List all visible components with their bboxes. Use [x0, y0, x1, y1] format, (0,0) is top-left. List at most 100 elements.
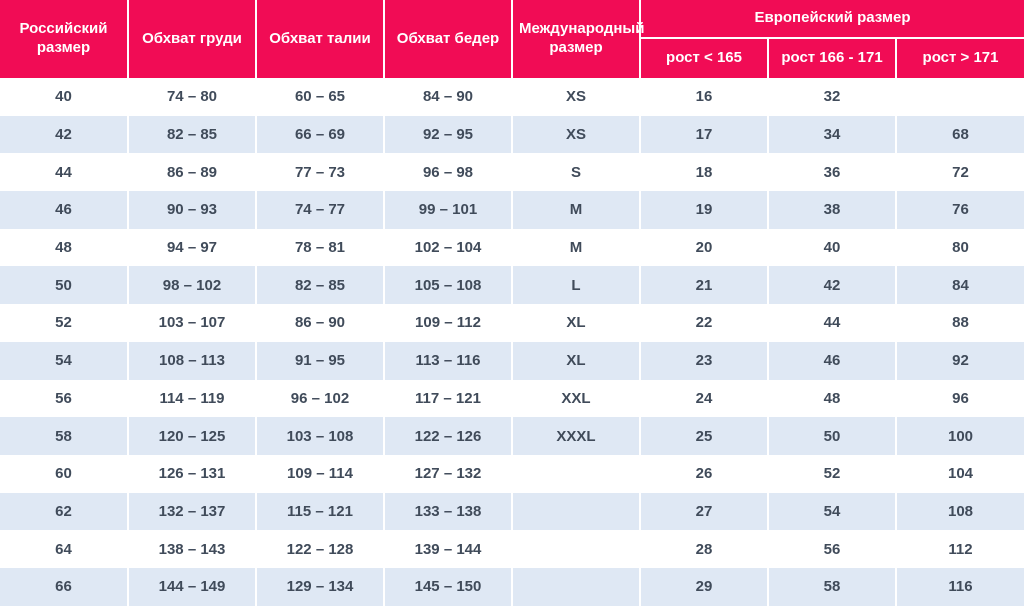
col-header-waist: Обхват талии	[255, 0, 384, 78]
table-cell: 24	[639, 379, 768, 418]
table-cell: 122 – 128	[255, 530, 384, 568]
table-cell: 76	[895, 191, 1024, 229]
table-row: 64 138 – 143 122 – 128 139 – 144 28 56 112	[0, 530, 1024, 568]
table-cell: 52	[767, 454, 896, 493]
table-row: 52 103 – 107 86 – 90 109 – 112 XL 22 44 88	[0, 304, 1024, 342]
table-cell: 129 – 134	[255, 567, 384, 606]
table-cell: 44	[55, 163, 72, 181]
table-cell: 19	[639, 191, 768, 229]
subcol-header-height-lt-165: рост < 165	[639, 38, 768, 78]
table-cell: XS	[511, 78, 640, 116]
table-cell: 62	[55, 502, 72, 520]
table-cell: 139 – 144	[383, 530, 512, 568]
table-cell: 102 – 104	[383, 228, 512, 267]
table-cell: 105 – 108	[383, 266, 512, 305]
table-cell: 38	[767, 191, 896, 229]
table-cell: 42	[55, 126, 72, 144]
table-cell: 108	[895, 492, 1024, 531]
table-row: 48 94 – 97 78 – 81 102 – 104 M 20 40 80	[0, 228, 1024, 267]
table-cell: 82 – 85	[255, 266, 384, 305]
table-cell: 92 – 95	[383, 115, 512, 154]
table-cell: S	[511, 153, 640, 192]
table-cell	[511, 567, 640, 606]
table-cell: 48	[767, 379, 896, 418]
size-table-body: 40 74 – 80 60 – 65 84 – 90 XS 16 32 42 82 – 85 66…	[0, 78, 1024, 606]
table-cell: XXL	[511, 379, 640, 418]
table-cell: 74 – 77	[255, 191, 384, 229]
table-cell: 78 – 81	[255, 228, 384, 267]
table-cell: 72	[895, 153, 1024, 192]
table-cell: 60 – 65	[255, 78, 384, 116]
table-cell: 20	[639, 228, 768, 267]
table-cell: 114 – 119	[127, 379, 256, 418]
table-cell: 115 – 121	[255, 492, 384, 531]
table-cell: 96	[895, 379, 1024, 418]
table-cell: 92	[895, 341, 1024, 380]
subcol-header-height-gt-171: рост > 171	[895, 38, 1024, 78]
table-cell: 26	[639, 454, 768, 493]
table-cell: 25	[639, 417, 768, 455]
table-cell: XL	[511, 341, 640, 380]
table-cell: L	[511, 266, 640, 305]
table-cell: 98 – 102	[127, 266, 256, 305]
table-cell: 96 – 98	[383, 153, 512, 192]
table-cell: 86 – 89	[127, 153, 256, 192]
table-cell: 16	[639, 78, 768, 116]
table-cell: 138 – 143	[127, 530, 256, 568]
table-cell	[895, 78, 1024, 116]
table-row: 54 108 – 113 91 – 95 113 – 116 XL 23 46 92	[0, 341, 1024, 380]
table-row: 58 120 – 125 103 – 108 122 – 126 XXXL 25 50 100	[0, 417, 1024, 455]
table-cell: 103 – 108	[255, 417, 384, 455]
table-cell: 94 – 97	[127, 228, 256, 267]
table-cell: 58	[55, 427, 72, 445]
table-cell: 88	[895, 304, 1024, 342]
col-header-hips: Обхват бедер	[383, 0, 512, 78]
table-cell: 48	[55, 239, 72, 257]
table-cell: 82 – 85	[127, 115, 256, 154]
table-cell: 54	[767, 492, 896, 531]
table-row: 50 98 – 102 82 – 85 105 – 108 L 21 42 84	[0, 266, 1024, 305]
table-cell: 133 – 138	[383, 492, 512, 531]
table-cell: 122 – 126	[383, 417, 512, 455]
table-cell: 112	[895, 530, 1024, 568]
table-cell: XS	[511, 115, 640, 154]
table-cell: 109 – 114	[255, 454, 384, 493]
table-row: 46 90 – 93 74 – 77 99 – 101 M 19 38 76	[0, 191, 1024, 229]
table-cell: 32	[767, 78, 896, 116]
table-cell: 23	[639, 341, 768, 380]
table-cell: 104	[895, 454, 1024, 493]
table-cell: 91 – 95	[255, 341, 384, 380]
table-cell: 54	[55, 352, 72, 370]
table-cell: 84	[895, 266, 1024, 305]
table-cell: 132 – 137	[127, 492, 256, 531]
table-cell: 109 – 112	[383, 304, 512, 342]
table-cell: 113 – 116	[383, 341, 512, 380]
table-cell: 50	[767, 417, 896, 455]
col-header-european-size-group: Европейский размер	[639, 0, 1024, 39]
table-cell: 120 – 125	[127, 417, 256, 455]
table-cell: M	[511, 228, 640, 267]
col-header-russian-size: Российский размер	[0, 0, 128, 78]
table-cell: 117 – 121	[383, 379, 512, 418]
table-row: 60 126 – 131 109 – 114 127 – 132 26 52 104	[0, 454, 1024, 493]
table-cell: 17	[639, 115, 768, 154]
table-cell: 56	[767, 530, 896, 568]
table-cell: 74 – 80	[127, 78, 256, 116]
table-row: 62 132 – 137 115 – 121 133 – 138 27 54 108	[0, 492, 1024, 531]
table-cell: 42	[767, 266, 896, 305]
table-cell: 36	[767, 153, 896, 192]
table-cell: 46	[767, 341, 896, 380]
table-cell: 40	[55, 88, 72, 106]
table-cell: 64	[55, 540, 72, 558]
table-cell: 60	[55, 465, 72, 483]
table-cell: 56	[55, 389, 72, 407]
table-cell: 90 – 93	[127, 191, 256, 229]
table-cell: 66	[55, 578, 72, 596]
table-cell: XXXL	[511, 417, 640, 455]
table-row: 40 74 – 80 60 – 65 84 – 90 XS 16 32	[0, 78, 1024, 116]
subcol-header-height-166-171: рост 166 - 171	[767, 38, 896, 78]
table-cell: 116	[895, 567, 1024, 606]
table-cell: XL	[511, 304, 640, 342]
table-cell: M	[511, 191, 640, 229]
